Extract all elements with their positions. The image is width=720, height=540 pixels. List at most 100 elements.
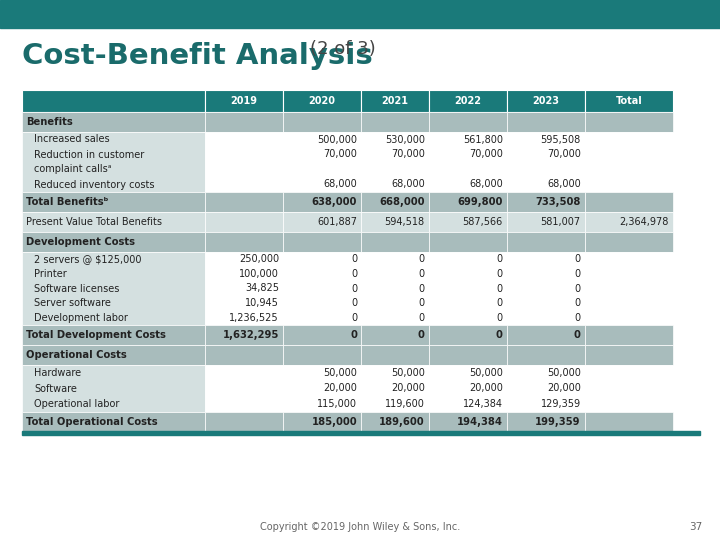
Text: 0: 0 [418, 298, 425, 308]
Text: 594,518: 594,518 [384, 217, 425, 227]
Text: 185,000: 185,000 [311, 417, 357, 427]
Bar [585, 192, 673, 212]
Bar [22, 345, 205, 365]
Bar [0, 0, 720, 28]
Text: 601,887: 601,887 [317, 217, 357, 227]
Bar [361, 112, 429, 132]
Bar [283, 192, 361, 212]
Text: 194,384: 194,384 [456, 417, 503, 427]
Text: 2,364,978: 2,364,978 [619, 217, 669, 227]
Text: 0: 0 [418, 254, 425, 264]
Bar [585, 132, 673, 192]
Text: Benefits: Benefits [26, 117, 73, 127]
Bar [22, 365, 205, 412]
Text: 0: 0 [496, 330, 503, 340]
Text: 0: 0 [497, 284, 503, 294]
Text: 500,000: 500,000 [317, 134, 357, 145]
Text: Development labor: Development labor [34, 313, 128, 323]
Bar [283, 365, 361, 412]
Bar [429, 132, 507, 192]
Text: 50,000: 50,000 [391, 368, 425, 378]
Text: 20,000: 20,000 [469, 383, 503, 394]
Text: 0: 0 [497, 269, 503, 279]
Bar [507, 365, 585, 412]
Text: 20,000: 20,000 [323, 383, 357, 394]
Text: Total Development Costs: Total Development Costs [26, 330, 166, 340]
Text: Hardware: Hardware [34, 368, 81, 378]
Text: 68,000: 68,000 [323, 179, 357, 190]
Bar [22, 212, 205, 232]
Text: Software: Software [34, 383, 77, 394]
Text: complaint callsᵃ: complaint callsᵃ [34, 165, 112, 174]
Text: 34,825: 34,825 [245, 284, 279, 294]
Bar [585, 365, 673, 412]
Bar [205, 192, 283, 212]
Text: Server software: Server software [34, 298, 111, 308]
Text: 595,508: 595,508 [541, 134, 581, 145]
Text: Total: Total [616, 96, 642, 106]
Text: 124,384: 124,384 [463, 399, 503, 409]
Text: 0: 0 [575, 298, 581, 308]
Bar [283, 412, 361, 432]
Text: 530,000: 530,000 [384, 134, 425, 145]
Text: 0: 0 [418, 330, 425, 340]
Bar [361, 345, 429, 365]
Text: 37: 37 [689, 522, 702, 532]
Text: 50,000: 50,000 [469, 368, 503, 378]
Bar [361, 252, 429, 325]
Text: 20,000: 20,000 [547, 383, 581, 394]
Bar [507, 192, 585, 212]
Text: 1,632,295: 1,632,295 [222, 330, 279, 340]
Bar [361, 325, 429, 345]
Text: 561,800: 561,800 [463, 134, 503, 145]
Bar [22, 90, 205, 112]
Text: Printer: Printer [34, 269, 67, 279]
Text: Cost-Benefit Analysis: Cost-Benefit Analysis [22, 42, 373, 70]
Text: 0: 0 [497, 254, 503, 264]
Text: 2021: 2021 [382, 96, 408, 106]
Text: 0: 0 [351, 298, 357, 308]
Text: 699,800: 699,800 [457, 197, 503, 207]
Bar [205, 325, 283, 345]
Text: 2 servers @ $125,000: 2 servers @ $125,000 [34, 254, 142, 264]
Bar [507, 112, 585, 132]
Bar [283, 90, 361, 112]
Text: 0: 0 [351, 313, 357, 323]
Bar [507, 325, 585, 345]
Bar [283, 325, 361, 345]
Text: Total Operational Costs: Total Operational Costs [26, 417, 158, 427]
Text: Reduced inventory costs: Reduced inventory costs [34, 179, 155, 190]
Bar [585, 90, 673, 112]
Bar [361, 132, 429, 192]
Text: 0: 0 [351, 269, 357, 279]
Text: Operational labor: Operational labor [34, 399, 120, 409]
Text: 0: 0 [418, 269, 425, 279]
Bar [361, 90, 429, 112]
Bar [283, 252, 361, 325]
Text: Total Benefitsᵇ: Total Benefitsᵇ [26, 197, 109, 207]
Bar [361, 412, 429, 432]
Bar [22, 252, 205, 325]
Bar [585, 412, 673, 432]
Bar [429, 90, 507, 112]
Bar [205, 252, 283, 325]
Bar [429, 192, 507, 212]
Text: 1,236,525: 1,236,525 [230, 313, 279, 323]
Bar [361, 192, 429, 212]
Bar [507, 345, 585, 365]
Bar [429, 365, 507, 412]
Bar [283, 232, 361, 252]
Bar [507, 252, 585, 325]
Bar [429, 212, 507, 232]
Bar [429, 252, 507, 325]
Bar [507, 412, 585, 432]
Bar [22, 132, 205, 192]
Bar [283, 112, 361, 132]
Text: 0: 0 [575, 313, 581, 323]
Text: 2019: 2019 [230, 96, 258, 106]
Text: 0: 0 [497, 313, 503, 323]
Text: 70,000: 70,000 [547, 150, 581, 159]
Text: Software licenses: Software licenses [34, 284, 120, 294]
Text: 115,000: 115,000 [317, 399, 357, 409]
Text: 100,000: 100,000 [239, 269, 279, 279]
